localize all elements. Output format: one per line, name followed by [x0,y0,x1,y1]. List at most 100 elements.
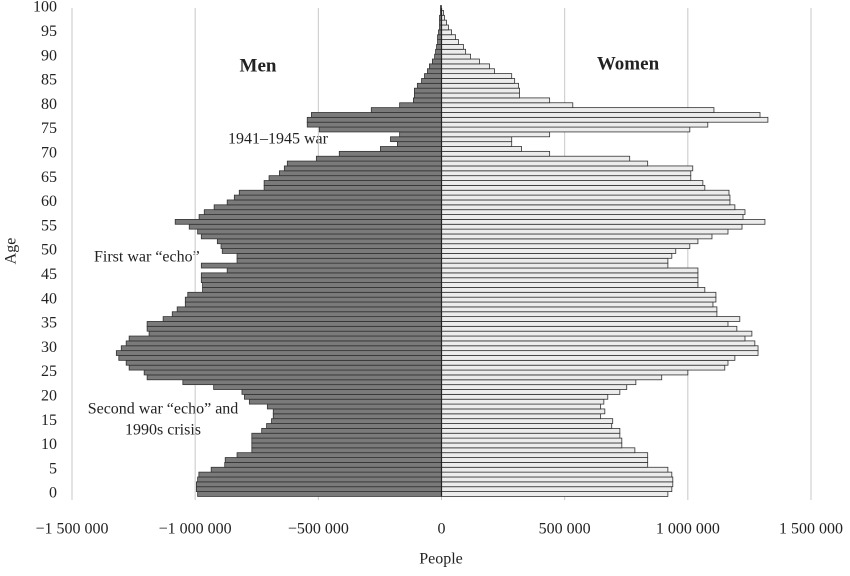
bar [441,287,706,293]
y-tick-label: 15 [41,412,57,429]
bar [414,87,442,94]
bar [441,116,769,123]
bar [221,248,442,254]
bar [441,63,490,70]
bar [441,228,729,235]
bar [441,437,623,444]
bar [146,321,442,327]
bar [441,82,520,89]
bar [441,223,743,230]
bar [441,78,516,84]
bar [306,116,442,123]
bar [441,321,729,327]
bar [197,491,442,497]
bar [248,398,442,405]
bar [441,398,605,405]
bar [238,189,442,196]
bar [195,486,442,492]
bar [220,243,442,249]
bar [441,233,713,240]
bar [182,379,442,386]
bar [197,228,442,235]
bar [441,413,602,420]
bar [441,257,669,264]
bar [441,24,449,31]
bar [210,466,442,473]
y-tick-label: 80 [41,96,57,113]
bar [441,121,709,128]
bar [236,257,442,264]
bar [416,82,442,89]
bar [174,219,442,225]
bar [441,374,663,381]
bar [380,146,442,152]
bar [441,29,452,36]
bar [441,355,736,361]
bar [146,374,442,381]
y-tick-label: 85 [41,72,57,89]
bar [143,369,442,376]
bar [441,272,699,279]
bar [441,126,691,133]
bar [413,97,442,104]
bar [441,452,649,458]
y-tick-label: 90 [41,47,57,64]
annotation: Second war “echo” and [88,401,239,418]
bar [424,73,442,79]
bar [202,282,442,288]
bar [441,427,621,434]
bar [236,452,442,458]
bar [435,48,442,55]
bar [441,102,574,109]
bar [268,175,442,181]
bar [441,423,613,429]
bar [261,427,442,434]
bar [390,136,442,143]
bar [441,73,513,79]
bar [236,253,442,259]
bar [266,423,442,429]
annotation: 1941–1945 war [228,131,329,148]
bar [441,68,495,75]
x-tick-label: 1 000 000 [656,521,720,538]
bar [441,432,621,439]
bar [266,403,442,410]
bar [216,238,442,245]
bar [224,462,442,468]
bar [441,325,738,332]
x-tick-label: 1 500 000 [779,521,843,538]
bar [200,233,442,240]
bar [200,277,442,283]
y-tick-label: 100 [33,0,57,16]
bar [441,175,692,181]
bar [441,447,636,454]
y-axis-title: Age [3,238,20,265]
bar [441,48,467,55]
bar [441,393,609,400]
bar [441,204,736,211]
bar [200,272,442,279]
bar [441,243,691,249]
bar [427,68,442,75]
bar [441,486,673,492]
bar [441,359,729,366]
y-tick-label: 35 [41,315,57,332]
bar [441,107,715,113]
bar [441,384,628,390]
bar [441,403,602,410]
bar [441,165,694,172]
bar [441,311,718,318]
y-tick-label: 75 [41,120,57,137]
bar [197,476,442,483]
bar [213,204,442,211]
bar [286,160,442,167]
bar [441,481,674,488]
bar [441,457,649,463]
y-tick-label: 5 [49,460,57,477]
bar [441,199,731,206]
bar [176,306,442,313]
y-tick-label: 20 [41,387,57,404]
bar [251,442,442,449]
bar [441,19,447,26]
